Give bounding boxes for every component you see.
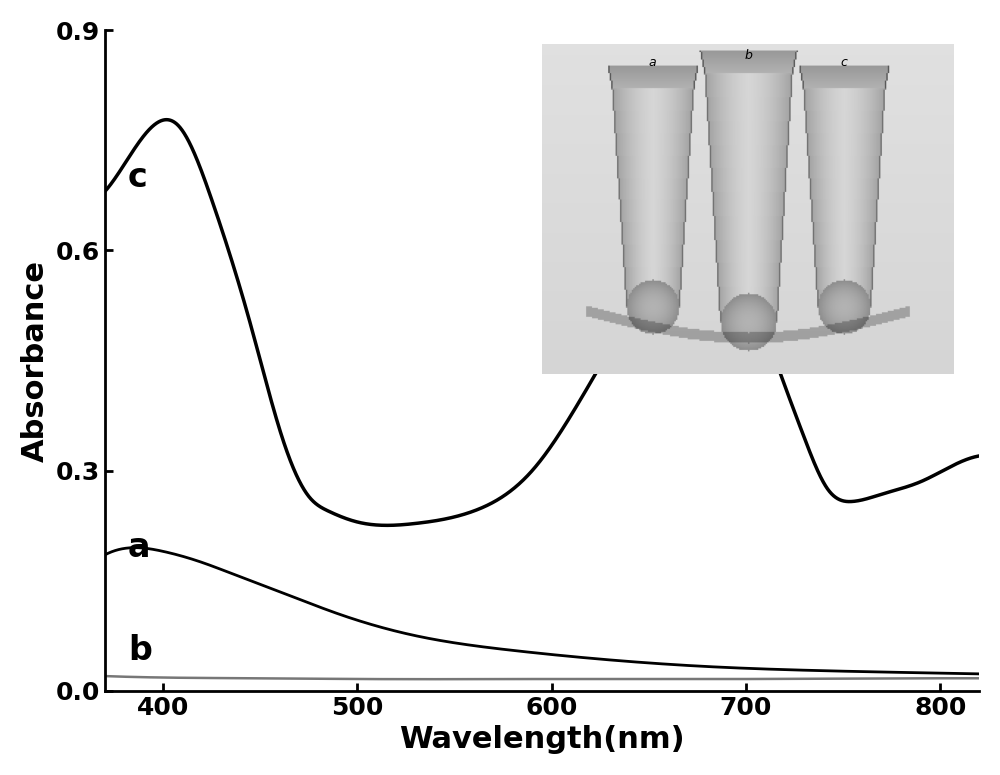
Y-axis label: Absorbance: Absorbance xyxy=(21,260,50,462)
Text: c: c xyxy=(128,160,148,194)
Text: a: a xyxy=(128,531,150,564)
X-axis label: Wavelength(nm): Wavelength(nm) xyxy=(399,725,685,754)
Text: b: b xyxy=(128,634,152,667)
